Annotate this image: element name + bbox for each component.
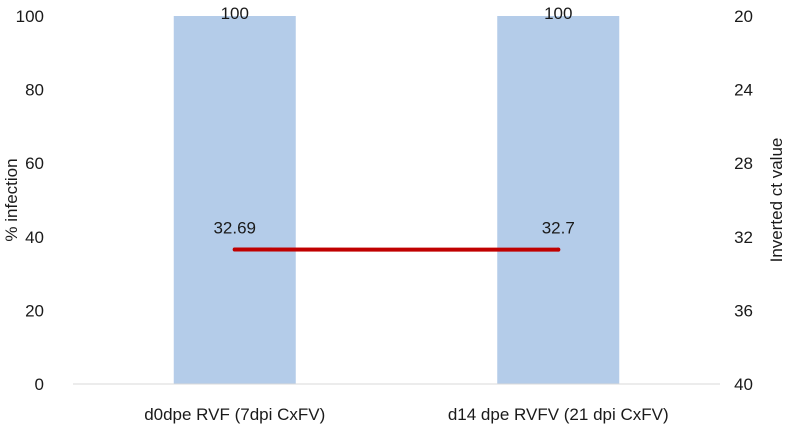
y2-tick-label: 20 bbox=[734, 7, 753, 26]
bar-data-label-2: 100 bbox=[544, 4, 572, 23]
line-data-label-2: 32.7 bbox=[542, 219, 575, 238]
y2-axis-title: Inverted ct value bbox=[767, 138, 786, 263]
line-layer bbox=[232, 247, 561, 252]
bars-layer bbox=[173, 16, 620, 384]
x-tick-label: d0dpe RVF (7dpi CxFV) bbox=[144, 405, 325, 424]
line-point-1 bbox=[232, 247, 237, 252]
left-axis-ticks: 0 20 40 60 80 100 bbox=[16, 7, 44, 394]
y2-tick-label: 28 bbox=[734, 154, 753, 173]
y2-tick-label: 40 bbox=[734, 375, 753, 394]
y-tick-label: 60 bbox=[25, 154, 44, 173]
x-tick-label: d14 dpe RVFV (21 dpi CxFV) bbox=[448, 405, 669, 424]
right-axis-ticks: 40 36 32 28 24 20 bbox=[734, 7, 753, 394]
line-point-2 bbox=[556, 247, 561, 252]
y-tick-label: 40 bbox=[25, 228, 44, 247]
y-axis-title: % infection bbox=[2, 158, 21, 241]
bar-data-label-1: 100 bbox=[221, 4, 249, 23]
y2-tick-label: 36 bbox=[734, 301, 753, 320]
y-tick-label: 100 bbox=[16, 7, 44, 26]
bar-1 bbox=[173, 16, 296, 384]
labels-layer: 100 100 32.69 32.7 bbox=[213, 4, 574, 238]
y-tick-label: 0 bbox=[35, 375, 44, 394]
bar-2 bbox=[497, 16, 620, 384]
category-labels: d0dpe RVF (7dpi CxFV) d14 dpe RVFV (21 dp… bbox=[144, 405, 668, 424]
y-tick-label: 80 bbox=[25, 81, 44, 100]
y-tick-label: 20 bbox=[25, 301, 44, 320]
y2-tick-label: 24 bbox=[734, 81, 753, 100]
line-data-label-1: 32.69 bbox=[213, 218, 256, 237]
y2-tick-label: 32 bbox=[734, 228, 753, 247]
